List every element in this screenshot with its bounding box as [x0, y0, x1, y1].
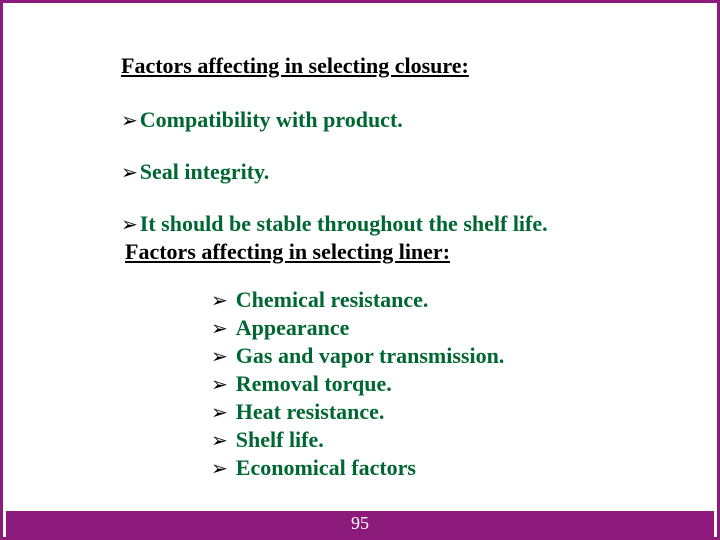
heading-closure: Factors affecting in selecting closure: [121, 53, 677, 79]
liner-item: ➢ Heat resistance. [211, 399, 677, 425]
closure-item-text: Seal integrity. [140, 159, 270, 185]
liner-item-text: Economical factors [236, 455, 416, 481]
bullet-arrow-icon: ➢ [211, 456, 228, 481]
liner-item-text: Shelf life. [236, 427, 324, 453]
liner-item-text: Appearance [236, 315, 350, 341]
closure-item-text: Compatibility with product. [140, 107, 403, 133]
liner-list: ➢ Chemical resistance. ➢ Appearance ➢ Ga… [121, 287, 677, 481]
liner-item: ➢ Gas and vapor transmission. [211, 343, 677, 369]
bullet-arrow-icon: ➢ [211, 428, 228, 453]
page-number: 95 [351, 513, 369, 533]
bullet-arrow-icon: ➢ [211, 400, 228, 425]
slide-content: Factors affecting in selecting closure: … [3, 53, 717, 481]
liner-item-text: Heat resistance. [236, 399, 385, 425]
liner-item: ➢ Appearance [211, 315, 677, 341]
liner-item: ➢ Removal torque. [211, 371, 677, 397]
slide-frame: Factors affecting in selecting closure: … [0, 0, 720, 540]
bullet-arrow-icon: ➢ [211, 316, 228, 341]
closure-item: ➢ It should be stable throughout the she… [121, 211, 677, 237]
footer-bar: 95 [6, 511, 714, 537]
bullet-arrow-icon: ➢ [121, 212, 138, 237]
closure-item-text: It should be stable throughout the shelf… [140, 211, 548, 237]
closure-item: ➢ Compatibility with product. [121, 107, 677, 133]
bullet-arrow-icon: ➢ [211, 344, 228, 369]
liner-item: ➢ Shelf life. [211, 427, 677, 453]
closure-item: ➢ Seal integrity. [121, 159, 677, 185]
bullet-arrow-icon: ➢ [211, 288, 228, 313]
liner-item-text: Chemical resistance. [236, 287, 429, 313]
heading-liner: Factors affecting in selecting liner: [121, 239, 677, 265]
liner-item: ➢ Economical factors [211, 455, 677, 481]
liner-item-text: Gas and vapor transmission. [236, 343, 505, 369]
liner-item-text: Removal torque. [236, 371, 392, 397]
liner-item: ➢ Chemical resistance. [211, 287, 677, 313]
bullet-arrow-icon: ➢ [211, 372, 228, 397]
bullet-arrow-icon: ➢ [121, 160, 138, 185]
bullet-arrow-icon: ➢ [121, 108, 138, 133]
